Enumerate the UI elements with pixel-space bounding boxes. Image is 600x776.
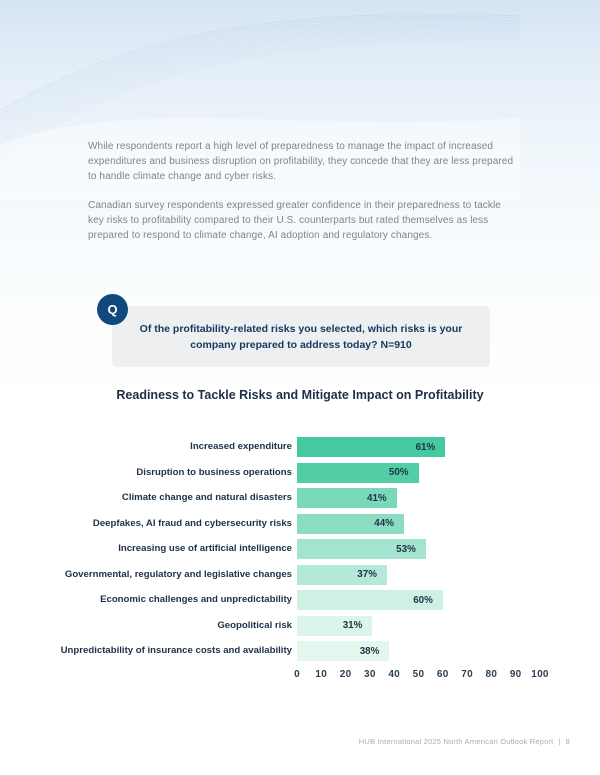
bar-chart: Increased expenditure 61% Disruption to … (0, 437, 600, 683)
bar: 38% (297, 641, 390, 661)
chart-row: Disruption to business operations 50% (0, 462, 600, 483)
bar: 41% (297, 488, 397, 508)
bar-value-label: 50% (388, 467, 409, 478)
footer-divider: | (558, 737, 561, 746)
bar-category-label: Increasing use of artificial intelligenc… (118, 543, 292, 554)
bar-value-label: 53% (396, 543, 416, 555)
question-text: Of the profitability-related risks you s… (139, 322, 463, 351)
bar-category-label: Increased expenditure (190, 441, 292, 452)
chart-row: Governmental, regulatory and legislative… (0, 564, 600, 585)
bar: 61% (297, 437, 446, 457)
bar: 44% (297, 513, 404, 534)
chart-row: Climate change and natural disasters 41% (0, 488, 600, 508)
bar-value-label: 38% (359, 645, 380, 657)
footer-page-number: 8 (565, 737, 570, 746)
bar-value-label: 31% (342, 620, 363, 631)
bar-category-label: Unpredictability of insurance costs and … (60, 645, 292, 656)
bar-category-label: Economic challenges and unpredictability (100, 594, 292, 605)
footer-report-name: HUB International 2025 North American Ou… (358, 737, 554, 746)
page-footer: HUB International 2025 North American Ou… (359, 737, 570, 746)
bar-track: 50% (297, 462, 540, 483)
x-axis-tick: 30 (364, 669, 376, 680)
x-axis-tick: 50 (412, 669, 425, 680)
question-callout: Of the profitability-related risks you s… (112, 306, 490, 367)
bar-value-label: 37% (357, 569, 377, 580)
bar: 50% (297, 462, 419, 483)
bar-track: 61% (297, 437, 540, 457)
x-axis-tick: 10 (315, 669, 328, 680)
bar-category-label: Deepfakes, AI fraud and cybersecurity ri… (92, 517, 292, 529)
bar: 60% (297, 590, 443, 610)
bar-category-label: Geopolitical risk (217, 619, 292, 631)
intro-paragraph: While respondents report a high level of… (88, 141, 514, 183)
intro-paragraph: Canadian survey respondents expressed gr… (88, 199, 501, 242)
bar-value-label: 60% (413, 594, 433, 606)
bar-value-label: 61% (415, 441, 436, 453)
bar-track: 41% (297, 488, 540, 508)
bar: 53% (297, 539, 426, 559)
x-axis-tick: 60 (436, 669, 449, 680)
bar-track: 38% (297, 641, 540, 661)
bar: 37% (297, 564, 387, 585)
x-axis-tick: 70 (461, 669, 473, 680)
chart-row: Deepfakes, AI fraud and cybersecurity ri… (0, 513, 600, 534)
bar-category-label: Climate change and natural disasters (121, 492, 292, 503)
x-axis-tick: 100 (531, 669, 549, 680)
x-axis: 0 10 20 30 40 50 60 70 80 90 100 (294, 669, 548, 683)
bar-track: 53% (297, 539, 540, 559)
bar-track: 31% (297, 615, 540, 636)
chart-row: Increasing use of artificial intelligenc… (0, 539, 600, 559)
x-axis-tick: 80 (485, 669, 498, 680)
chart-row: Economic challenges and unpredictability… (0, 590, 600, 610)
x-axis-tick: 0 (294, 669, 300, 680)
bar-track: 60% (297, 590, 540, 610)
bar-value-label: 41% (367, 492, 387, 504)
chart-row: Geopolitical risk 31% (0, 615, 600, 636)
intro-section: While respondents report a high level of… (88, 139, 514, 256)
bar-track: 44% (297, 513, 540, 534)
bar-value-label: 44% (374, 518, 394, 529)
chart-rows: Increased expenditure 61% Disruption to … (0, 437, 600, 661)
bar: 31% (297, 615, 373, 636)
x-axis-tick: 40 (388, 669, 401, 680)
question-icon-label: Q (107, 302, 118, 317)
chart-row: Increased expenditure 61% (0, 437, 600, 457)
bar-category-label: Governmental, regulatory and legislative… (64, 568, 292, 580)
x-axis-tick: 90 (509, 669, 522, 680)
x-axis-tick: 20 (339, 669, 352, 680)
chart-title: Readiness to Tackle Risks and Mitigate I… (116, 388, 484, 402)
bar-track: 37% (297, 564, 540, 585)
chart-row: Unpredictability of insurance costs and … (0, 641, 600, 661)
question-icon: Q (97, 294, 128, 325)
bar-category-label: Disruption to business operations (136, 466, 292, 478)
